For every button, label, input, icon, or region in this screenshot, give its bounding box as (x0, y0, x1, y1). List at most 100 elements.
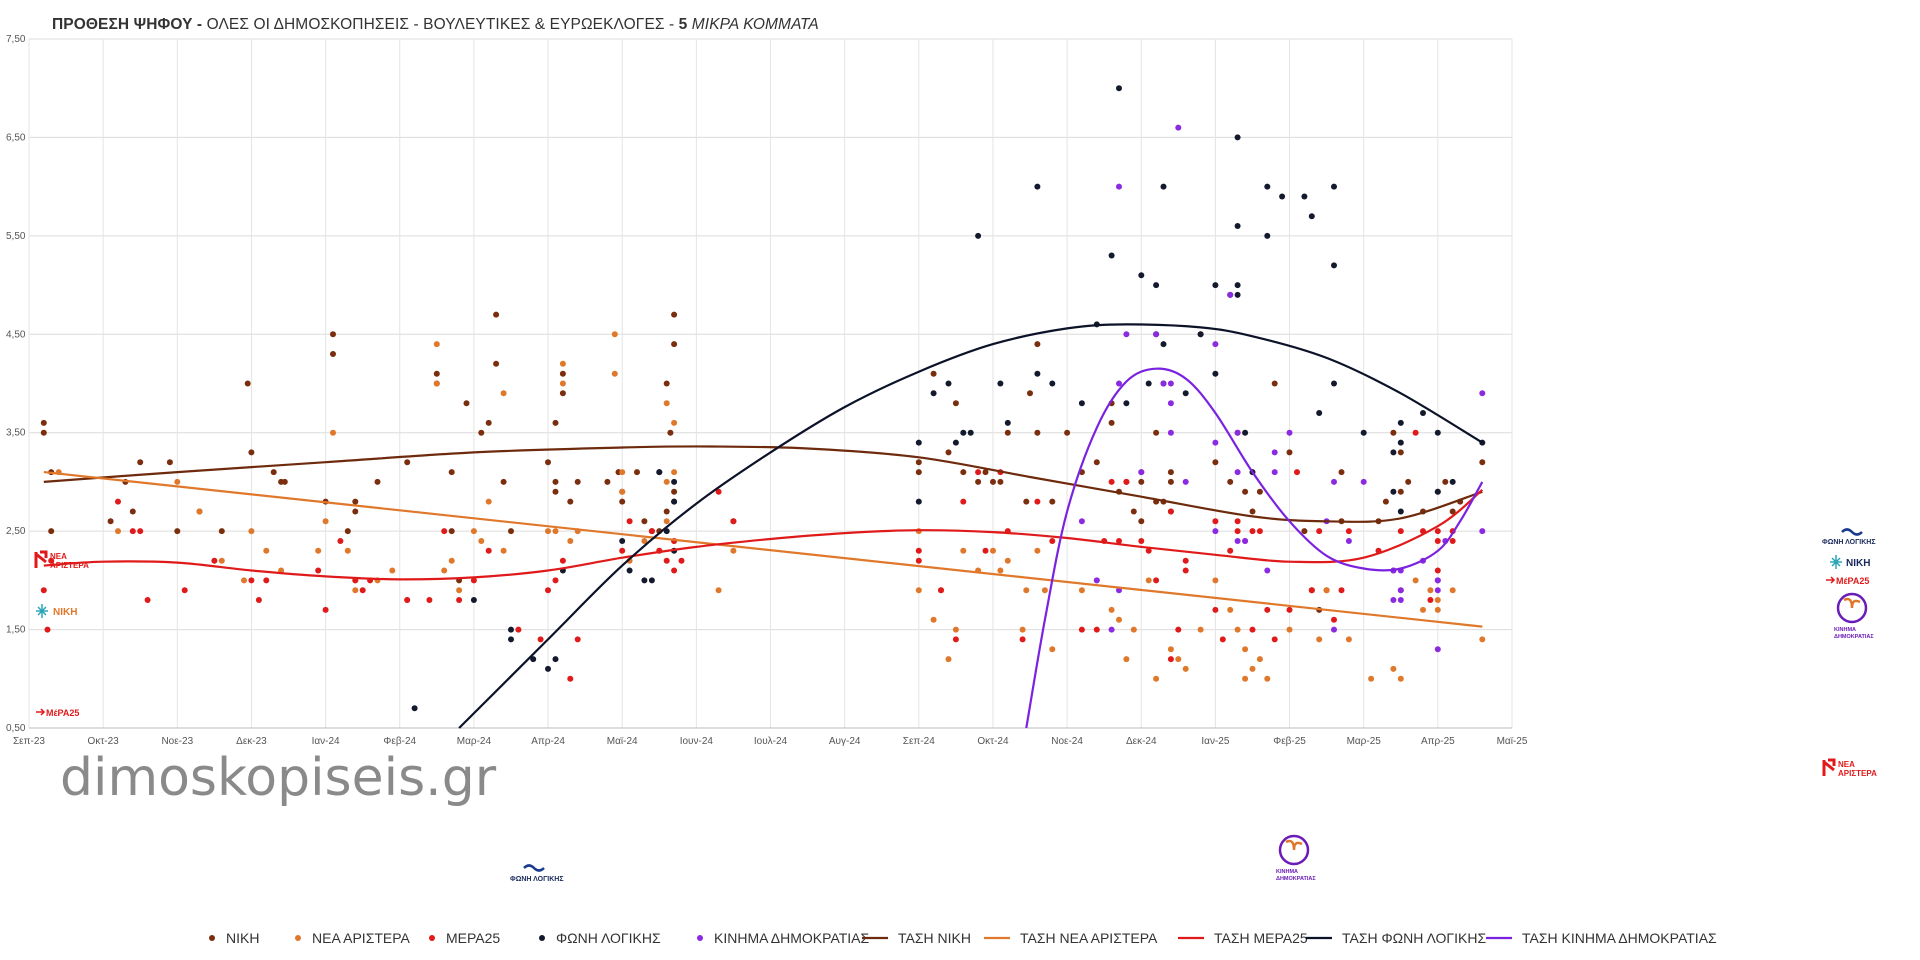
legend-label: ΤΑΣΗ ΝΙΚΗ (898, 930, 971, 946)
data-point (1442, 478, 1449, 485)
data-point (915, 557, 922, 564)
data-point (1397, 449, 1404, 456)
logo-foni-logikis-right: ΦΩΝΗ ΛΟΓΙΚΗΣ (1822, 528, 1876, 546)
data-point (1108, 478, 1115, 485)
legend-label: ΜΕΡΑ25 (446, 930, 500, 946)
data-point (1323, 587, 1330, 594)
data-point (730, 518, 737, 525)
data-point (107, 518, 114, 525)
data-point (671, 311, 678, 318)
data-point (44, 626, 51, 633)
data-point (1360, 478, 1367, 485)
data-point (1264, 567, 1271, 574)
data-point (915, 498, 922, 505)
data-point (1368, 675, 1375, 682)
legend-marker (429, 935, 435, 941)
data-point (1345, 528, 1352, 535)
data-point (1271, 380, 1278, 387)
x-tick-label: Αυγ-24 (829, 736, 861, 747)
x-axis-ticks: Σεπ-23 Οκτ-23 Νοε-23 Δεκ-23 Ιαν-24 Φεβ-24 Μαρ-… (13, 736, 1528, 747)
data-point (448, 469, 455, 476)
x-tick-label: Φεβ-25 (1273, 736, 1306, 747)
data-point (1212, 528, 1219, 535)
legend-item: ΜΕΡΑ25 (429, 930, 500, 946)
data-point (1116, 538, 1122, 544)
data-point (1390, 488, 1397, 495)
data-point (1034, 183, 1041, 190)
data-point (1412, 577, 1419, 584)
data-point (1212, 439, 1219, 446)
data-point (1427, 597, 1434, 603)
logo-mera25-text: ΜέΡΑ25 (46, 708, 79, 718)
logo-niki-right: ΝΙΚΗ (1830, 555, 1870, 569)
data-point (960, 469, 967, 476)
mera25-arrow-icon-right (1826, 576, 1836, 584)
data-point (1234, 518, 1241, 525)
data-point (1078, 626, 1085, 633)
data-point (1331, 478, 1337, 485)
logo-mera25-left: ΜέΡΑ25 (36, 708, 79, 718)
data-point (663, 478, 670, 485)
data-point (1242, 675, 1249, 682)
data-point (960, 429, 967, 436)
data-point (619, 547, 626, 554)
data-point (982, 547, 989, 554)
data-point (1123, 400, 1130, 407)
data-point (648, 528, 655, 535)
data-point (1420, 410, 1426, 416)
data-point (470, 528, 477, 535)
legend-label: ΤΑΣΗ ΜΕΡΑ25 (1214, 930, 1308, 946)
data-point (1308, 213, 1315, 220)
data-point (1138, 538, 1145, 544)
logo-niki-text: ΝΙΚΗ (53, 607, 77, 618)
data-point (975, 478, 982, 485)
data-point (1212, 518, 1219, 525)
data-point (1116, 85, 1122, 92)
data-point (1212, 459, 1219, 466)
legend-marker (209, 935, 215, 941)
data-point (1160, 341, 1167, 348)
data-point (1397, 528, 1404, 535)
data-point (1286, 606, 1293, 613)
data-point (545, 587, 551, 594)
data-point (552, 488, 559, 495)
data-point (1212, 577, 1219, 584)
data-point (1123, 331, 1130, 338)
data-point (1331, 616, 1337, 623)
data-point (1049, 380, 1056, 387)
data-point (1123, 656, 1130, 663)
data-point (559, 380, 566, 387)
data-point (1264, 606, 1271, 613)
data-point (1479, 390, 1486, 397)
data-point (48, 528, 55, 535)
data-point (1064, 429, 1071, 436)
data-point (1167, 400, 1174, 407)
data-point (1390, 665, 1397, 672)
data-point (374, 478, 381, 485)
data-point (915, 547, 922, 554)
data-point (40, 587, 47, 594)
data-point (1331, 380, 1337, 387)
title-part3: 5 (678, 16, 688, 33)
data-point (545, 665, 551, 672)
data-point (1049, 646, 1056, 653)
data-point (1130, 508, 1137, 515)
data-point (671, 419, 678, 426)
data-point (559, 370, 566, 377)
foni-logikis-wave-icon (523, 864, 545, 872)
data-point (1331, 262, 1337, 269)
series-ΦΩΝΗ ΛΟΓΙΚΗΣ (411, 85, 1486, 712)
title-part4: ΜΙΚΡΑ ΚΟΜΜΑΤΑ (687, 16, 819, 33)
x-tick-label: Οκτ-24 (977, 736, 1009, 747)
data-point (1449, 478, 1456, 485)
data-point (1167, 429, 1174, 436)
y-axis-ticks: 0,50 1,50 2,50 3,50 4,50 5,50 6,50 7,50 (6, 34, 26, 734)
data-point (1427, 587, 1434, 594)
data-point (1167, 478, 1174, 485)
data-point (1434, 488, 1441, 495)
data-point (641, 518, 648, 525)
data-point (1345, 636, 1352, 643)
data-point (1019, 626, 1026, 633)
data-point (559, 390, 566, 397)
data-point (715, 587, 722, 594)
